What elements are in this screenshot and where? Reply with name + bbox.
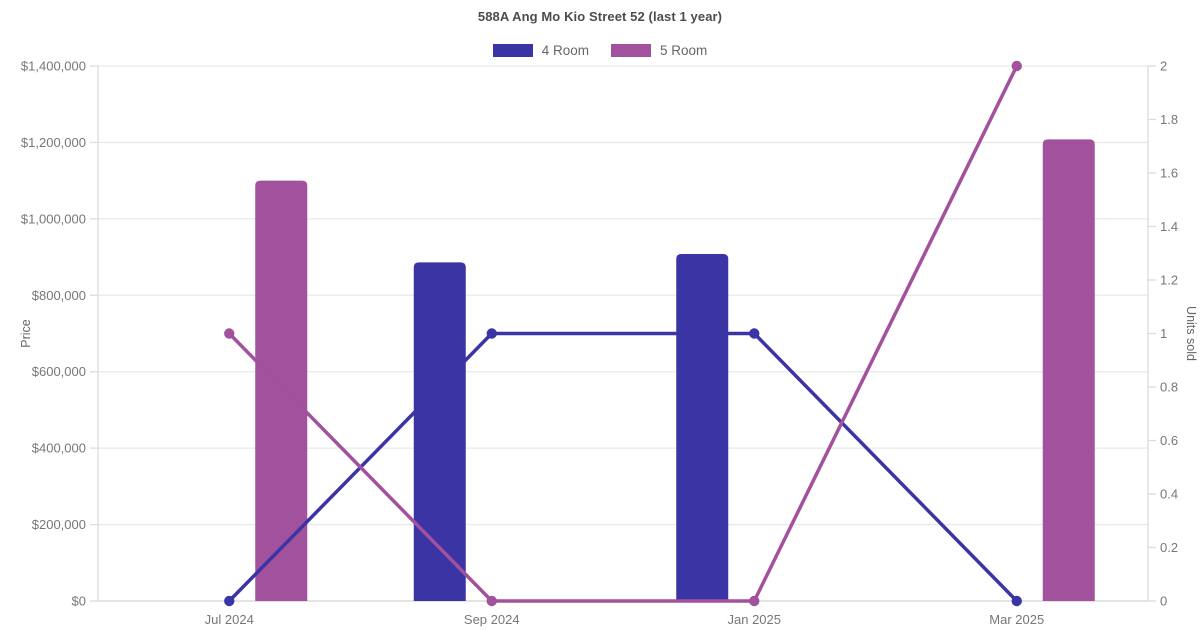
left-axis-tick-label: $0 <box>72 594 86 609</box>
point-4-room-mar-2025[interactable] <box>1011 595 1022 607</box>
x-axis-tick-label: Jul 2024 <box>205 612 254 627</box>
line-5-room <box>227 64 1019 603</box>
bar-5-room-mar-2025[interactable] <box>1042 139 1095 601</box>
right-axis-tick-label: 1.6 <box>1160 166 1178 181</box>
x-axis-tick-label: Sep 2024 <box>464 612 520 627</box>
units-sold-axis-title: Units sold <box>1184 306 1198 361</box>
x-axis-tick-label: Jan 2025 <box>728 612 782 627</box>
chart-legend: 4 Room 5 Room <box>0 43 1200 58</box>
point-5-room-jul-2024[interactable] <box>224 328 235 339</box>
left-axis-tick-label: $1,200,000 <box>21 135 86 150</box>
right-axis-tick-label: 0.4 <box>1160 487 1178 502</box>
right-axis-tick-label: 1.2 <box>1160 273 1178 288</box>
point-4-room-sep-2024[interactable] <box>486 328 497 339</box>
left-axis-tick-label: $1,400,000 <box>21 59 86 74</box>
legend-swatch-4-room <box>492 44 533 57</box>
price-axis-title: Price <box>19 319 33 348</box>
left-axis-tick-label: $800,000 <box>32 288 86 303</box>
right-axis-tick-label: 0.8 <box>1160 380 1178 395</box>
point-5-room-sep-2024[interactable] <box>486 595 497 607</box>
left-axis-tick-label: $600,000 <box>32 364 86 379</box>
chart-title: 588A Ang Mo Kio Street 52 (last 1 year) <box>477 9 723 24</box>
right-axis-tick-label: 1 <box>1160 326 1167 341</box>
point-4-room-jan-2025[interactable] <box>749 328 760 339</box>
bar-4-room-sep-2024[interactable] <box>413 262 466 601</box>
bar-4-room-jan-2025[interactable] <box>676 254 729 601</box>
left-axis-tick-label: $400,000 <box>32 441 86 456</box>
x-axis-tick-label: Mar 2025 <box>989 612 1044 627</box>
right-axis-tick-label: 2 <box>1160 59 1167 74</box>
right-axis-tick-label: 0.2 <box>1160 540 1178 555</box>
legend-label: 5 Room <box>660 43 708 58</box>
point-5-room-jan-2025[interactable] <box>749 595 760 607</box>
legend-item-4-room[interactable]: 4 Room <box>492 43 589 58</box>
right-axis-tick-label: 0.6 <box>1160 433 1178 448</box>
bar-5-room-jul-2024[interactable] <box>255 180 308 601</box>
left-axis-tick-label: $200,000 <box>32 517 86 532</box>
legend-swatch-5-room <box>611 44 651 57</box>
legend-label: 4 Room <box>541 43 589 58</box>
point-4-room-jul-2024[interactable] <box>224 595 235 607</box>
left-axis-tick-label: $1,000,000 <box>21 211 86 226</box>
right-axis-tick-label: 0 <box>1160 594 1167 609</box>
right-axis-tick-label: 1.8 <box>1160 112 1178 127</box>
right-axis-tick-label: 1.4 <box>1160 219 1178 234</box>
legend-item-5-room[interactable]: 5 Room <box>611 43 707 58</box>
line-4-room <box>227 331 1019 603</box>
point-5-room-mar-2025[interactable] <box>1011 60 1022 72</box>
